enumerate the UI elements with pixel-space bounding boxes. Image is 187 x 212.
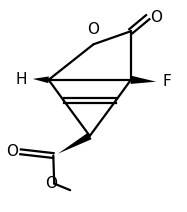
Text: O: O — [6, 144, 18, 159]
Polygon shape — [58, 133, 92, 154]
Text: O: O — [151, 10, 163, 25]
Text: O: O — [45, 176, 57, 191]
Text: H: H — [16, 72, 27, 87]
Polygon shape — [33, 77, 49, 83]
Text: F: F — [163, 74, 171, 89]
Polygon shape — [131, 76, 156, 84]
Text: O: O — [88, 22, 99, 37]
